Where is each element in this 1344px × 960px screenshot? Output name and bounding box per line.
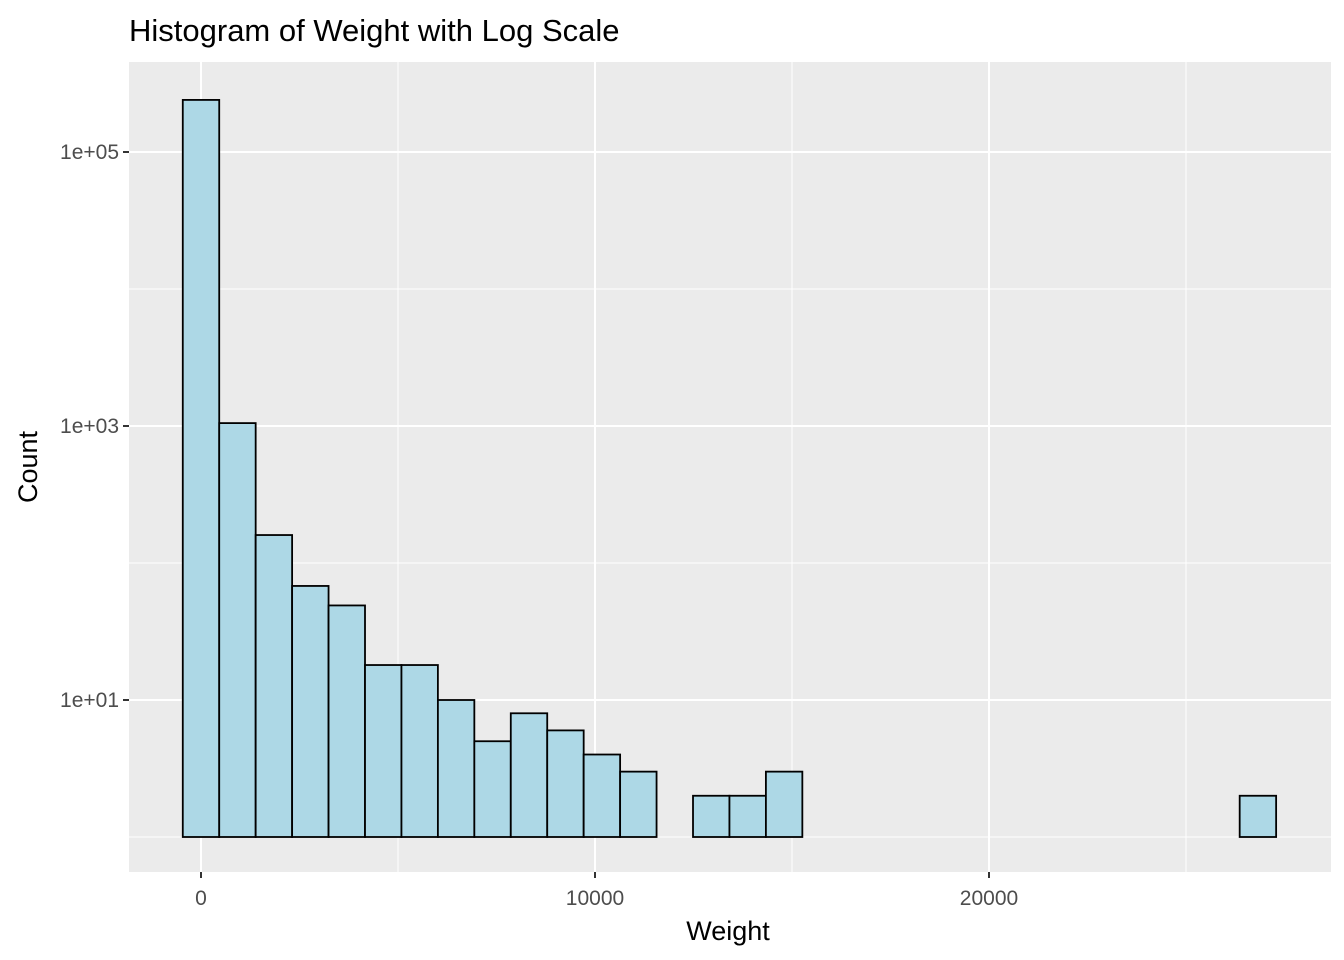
histogram-bar (546, 729, 585, 838)
x-tick-label: 0 (195, 887, 207, 910)
histogram-bar (327, 604, 366, 838)
histogram-bar (692, 794, 731, 838)
y-axis: 1e+01 1e+03 1e+05 (60, 141, 129, 712)
histogram-bar (254, 534, 294, 838)
histogram-bar (509, 712, 549, 838)
histogram-bar (218, 422, 257, 838)
histogram-bar (291, 585, 330, 838)
y-tick-label: 1e+01 (60, 689, 119, 712)
histogram-bar (400, 664, 439, 838)
chart-title: Histogram of Weight with Log Scale (129, 13, 620, 48)
histogram-bar (764, 770, 804, 838)
histogram-bar (582, 753, 622, 838)
x-axis: 0 10000 20000 (195, 872, 1018, 910)
histogram-bar (619, 770, 658, 838)
y-tick-label: 1e+03 (60, 415, 119, 438)
x-axis-title: Weight (686, 916, 770, 946)
x-tick-label: 10000 (566, 887, 624, 910)
y-axis-title: Count (13, 430, 43, 503)
histogram-bar (1238, 794, 1278, 838)
histogram-bar (473, 740, 512, 838)
y-tick-label: 1e+05 (60, 141, 119, 164)
grid-lines (129, 62, 1331, 872)
histogram-bar (181, 99, 221, 838)
x-tick-label: 20000 (960, 887, 1018, 910)
histogram-bars (181, 99, 1278, 838)
histogram-bar (728, 794, 767, 838)
histogram-bar (436, 699, 476, 838)
histogram-bar (364, 664, 403, 838)
